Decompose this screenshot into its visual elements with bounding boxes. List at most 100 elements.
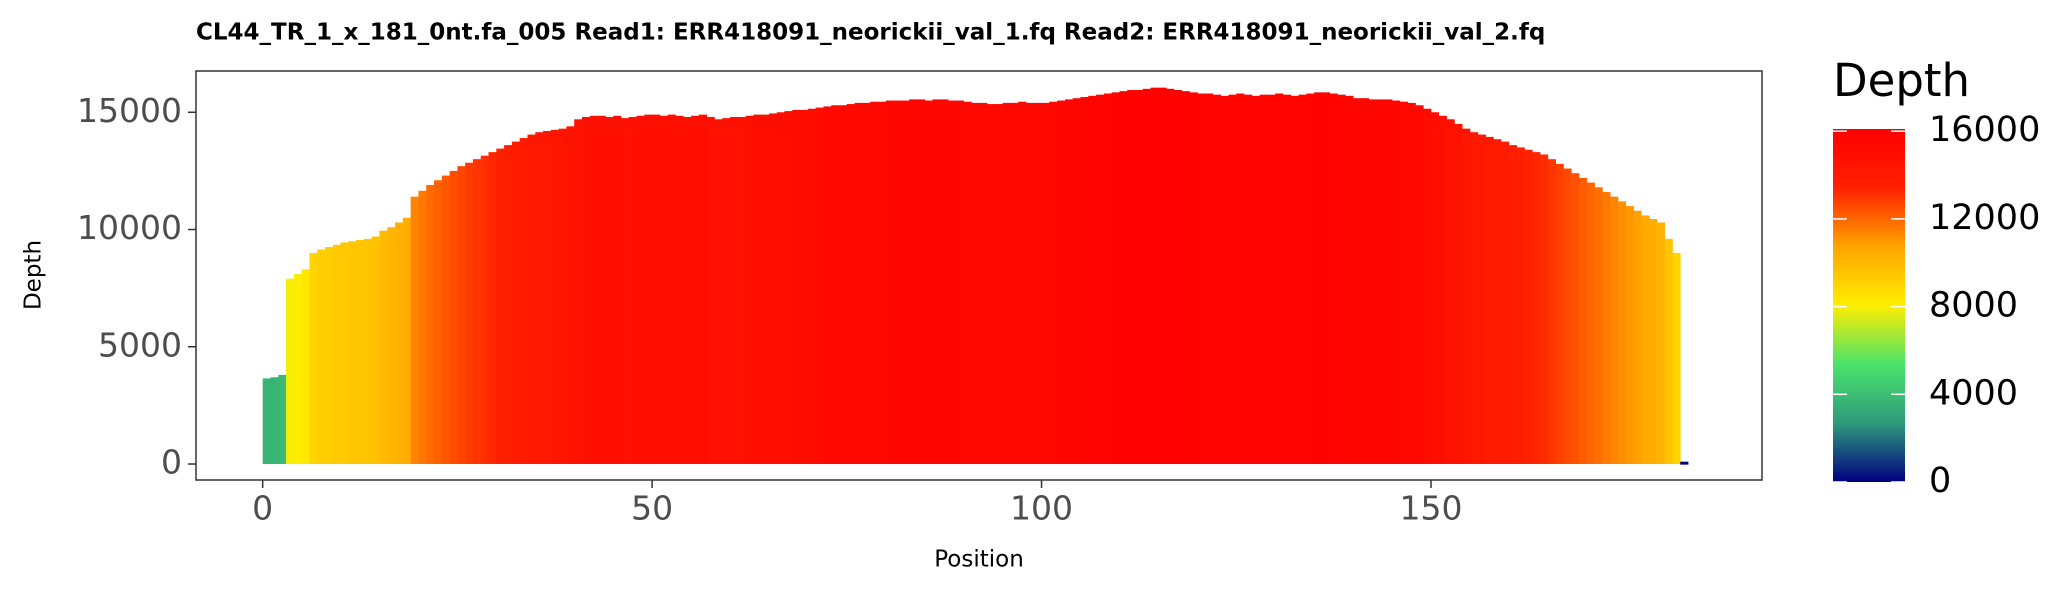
bar: [387, 227, 396, 465]
bar: [1306, 93, 1315, 465]
bar: [1244, 94, 1253, 465]
bar: [979, 102, 988, 465]
bar: [1571, 173, 1580, 465]
bar: [831, 105, 840, 465]
bar: [1010, 102, 1019, 465]
bar: [1430, 112, 1440, 465]
bar: [737, 116, 746, 465]
bar: [582, 116, 591, 465]
bar: [659, 115, 669, 465]
colorbar-label: 4000: [1929, 373, 2018, 413]
bar: [434, 180, 443, 465]
bar: [1181, 91, 1190, 465]
bar: [753, 114, 762, 465]
bar: [1649, 218, 1658, 465]
bar: [729, 116, 739, 465]
bar: [566, 126, 575, 465]
bar: [987, 104, 996, 465]
bar: [1127, 89, 1136, 465]
bar: [675, 115, 684, 465]
bar: [1275, 93, 1284, 465]
bar: [1228, 94, 1237, 465]
bar: [1345, 95, 1354, 465]
bar: [379, 230, 388, 465]
bar: [278, 374, 287, 465]
bar: [839, 105, 848, 465]
x-axis-label: Position: [934, 547, 1024, 573]
bar: [613, 115, 622, 465]
bar: [644, 114, 653, 465]
bar: [1018, 101, 1027, 465]
bar: [1321, 92, 1331, 465]
bar: [1072, 98, 1081, 465]
bar: [472, 159, 482, 465]
bar: [620, 118, 630, 465]
bar: [1656, 222, 1666, 465]
bar: [402, 217, 412, 465]
bar: [301, 269, 310, 465]
colorbar-label: 0: [1929, 461, 1951, 501]
bar: [948, 100, 957, 465]
bar: [356, 240, 365, 465]
bar: [1212, 94, 1222, 465]
bar: [815, 107, 824, 465]
bar: [1197, 93, 1206, 465]
bar: [877, 101, 887, 465]
bar: [862, 102, 871, 465]
bar: [1158, 87, 1167, 465]
colorbar: [1833, 129, 1905, 482]
bar: [410, 196, 419, 465]
bar: [1360, 98, 1370, 465]
bar: [1353, 98, 1362, 465]
bar: [1096, 94, 1105, 465]
bar: [1368, 99, 1377, 465]
bar: [504, 145, 513, 465]
bar: [1119, 91, 1128, 465]
bar: [527, 134, 536, 465]
bar: [496, 148, 505, 465]
bar: [652, 114, 661, 465]
bar: [480, 155, 489, 465]
bar: [605, 116, 614, 465]
bar: [449, 170, 458, 465]
bar: [628, 116, 637, 465]
bar: [698, 114, 708, 465]
bar: [1337, 94, 1346, 465]
bar: [1267, 94, 1276, 465]
bar: [870, 101, 879, 465]
bar: [488, 152, 497, 465]
x-tick-label: 0: [252, 489, 273, 528]
bar: [262, 378, 271, 465]
bar: [535, 132, 544, 465]
bar: [807, 108, 817, 465]
bar: [1025, 102, 1035, 465]
bar: [395, 222, 404, 465]
bar: [776, 112, 785, 465]
y-axis-label: Depth: [21, 240, 47, 310]
bar: [418, 190, 427, 465]
bar: [1142, 88, 1151, 465]
x-tick-label: 50: [631, 489, 673, 528]
bar: [1524, 149, 1533, 465]
bar: [1111, 92, 1120, 465]
bar: [550, 129, 560, 465]
bar: [955, 100, 965, 465]
bar: [1547, 159, 1556, 465]
bar: [1251, 95, 1261, 465]
bar: [441, 175, 451, 465]
bar: [1446, 119, 1455, 465]
y-tick-label: 15000: [77, 91, 182, 130]
bar: [722, 118, 731, 465]
bar: [1135, 89, 1144, 465]
bar: [1103, 93, 1113, 465]
bar: [1586, 182, 1595, 465]
bar: [1610, 196, 1619, 465]
colorbar-label: 12000: [1929, 198, 2040, 238]
bar: [1236, 93, 1245, 465]
chart-title: CL44_TR_1_x_181_0nt.fa_005 Read1: ERR418…: [196, 20, 1545, 46]
bar: [543, 131, 552, 465]
bar: [706, 116, 715, 465]
bar: [1392, 100, 1401, 465]
y-tick-label: 0: [161, 443, 182, 482]
